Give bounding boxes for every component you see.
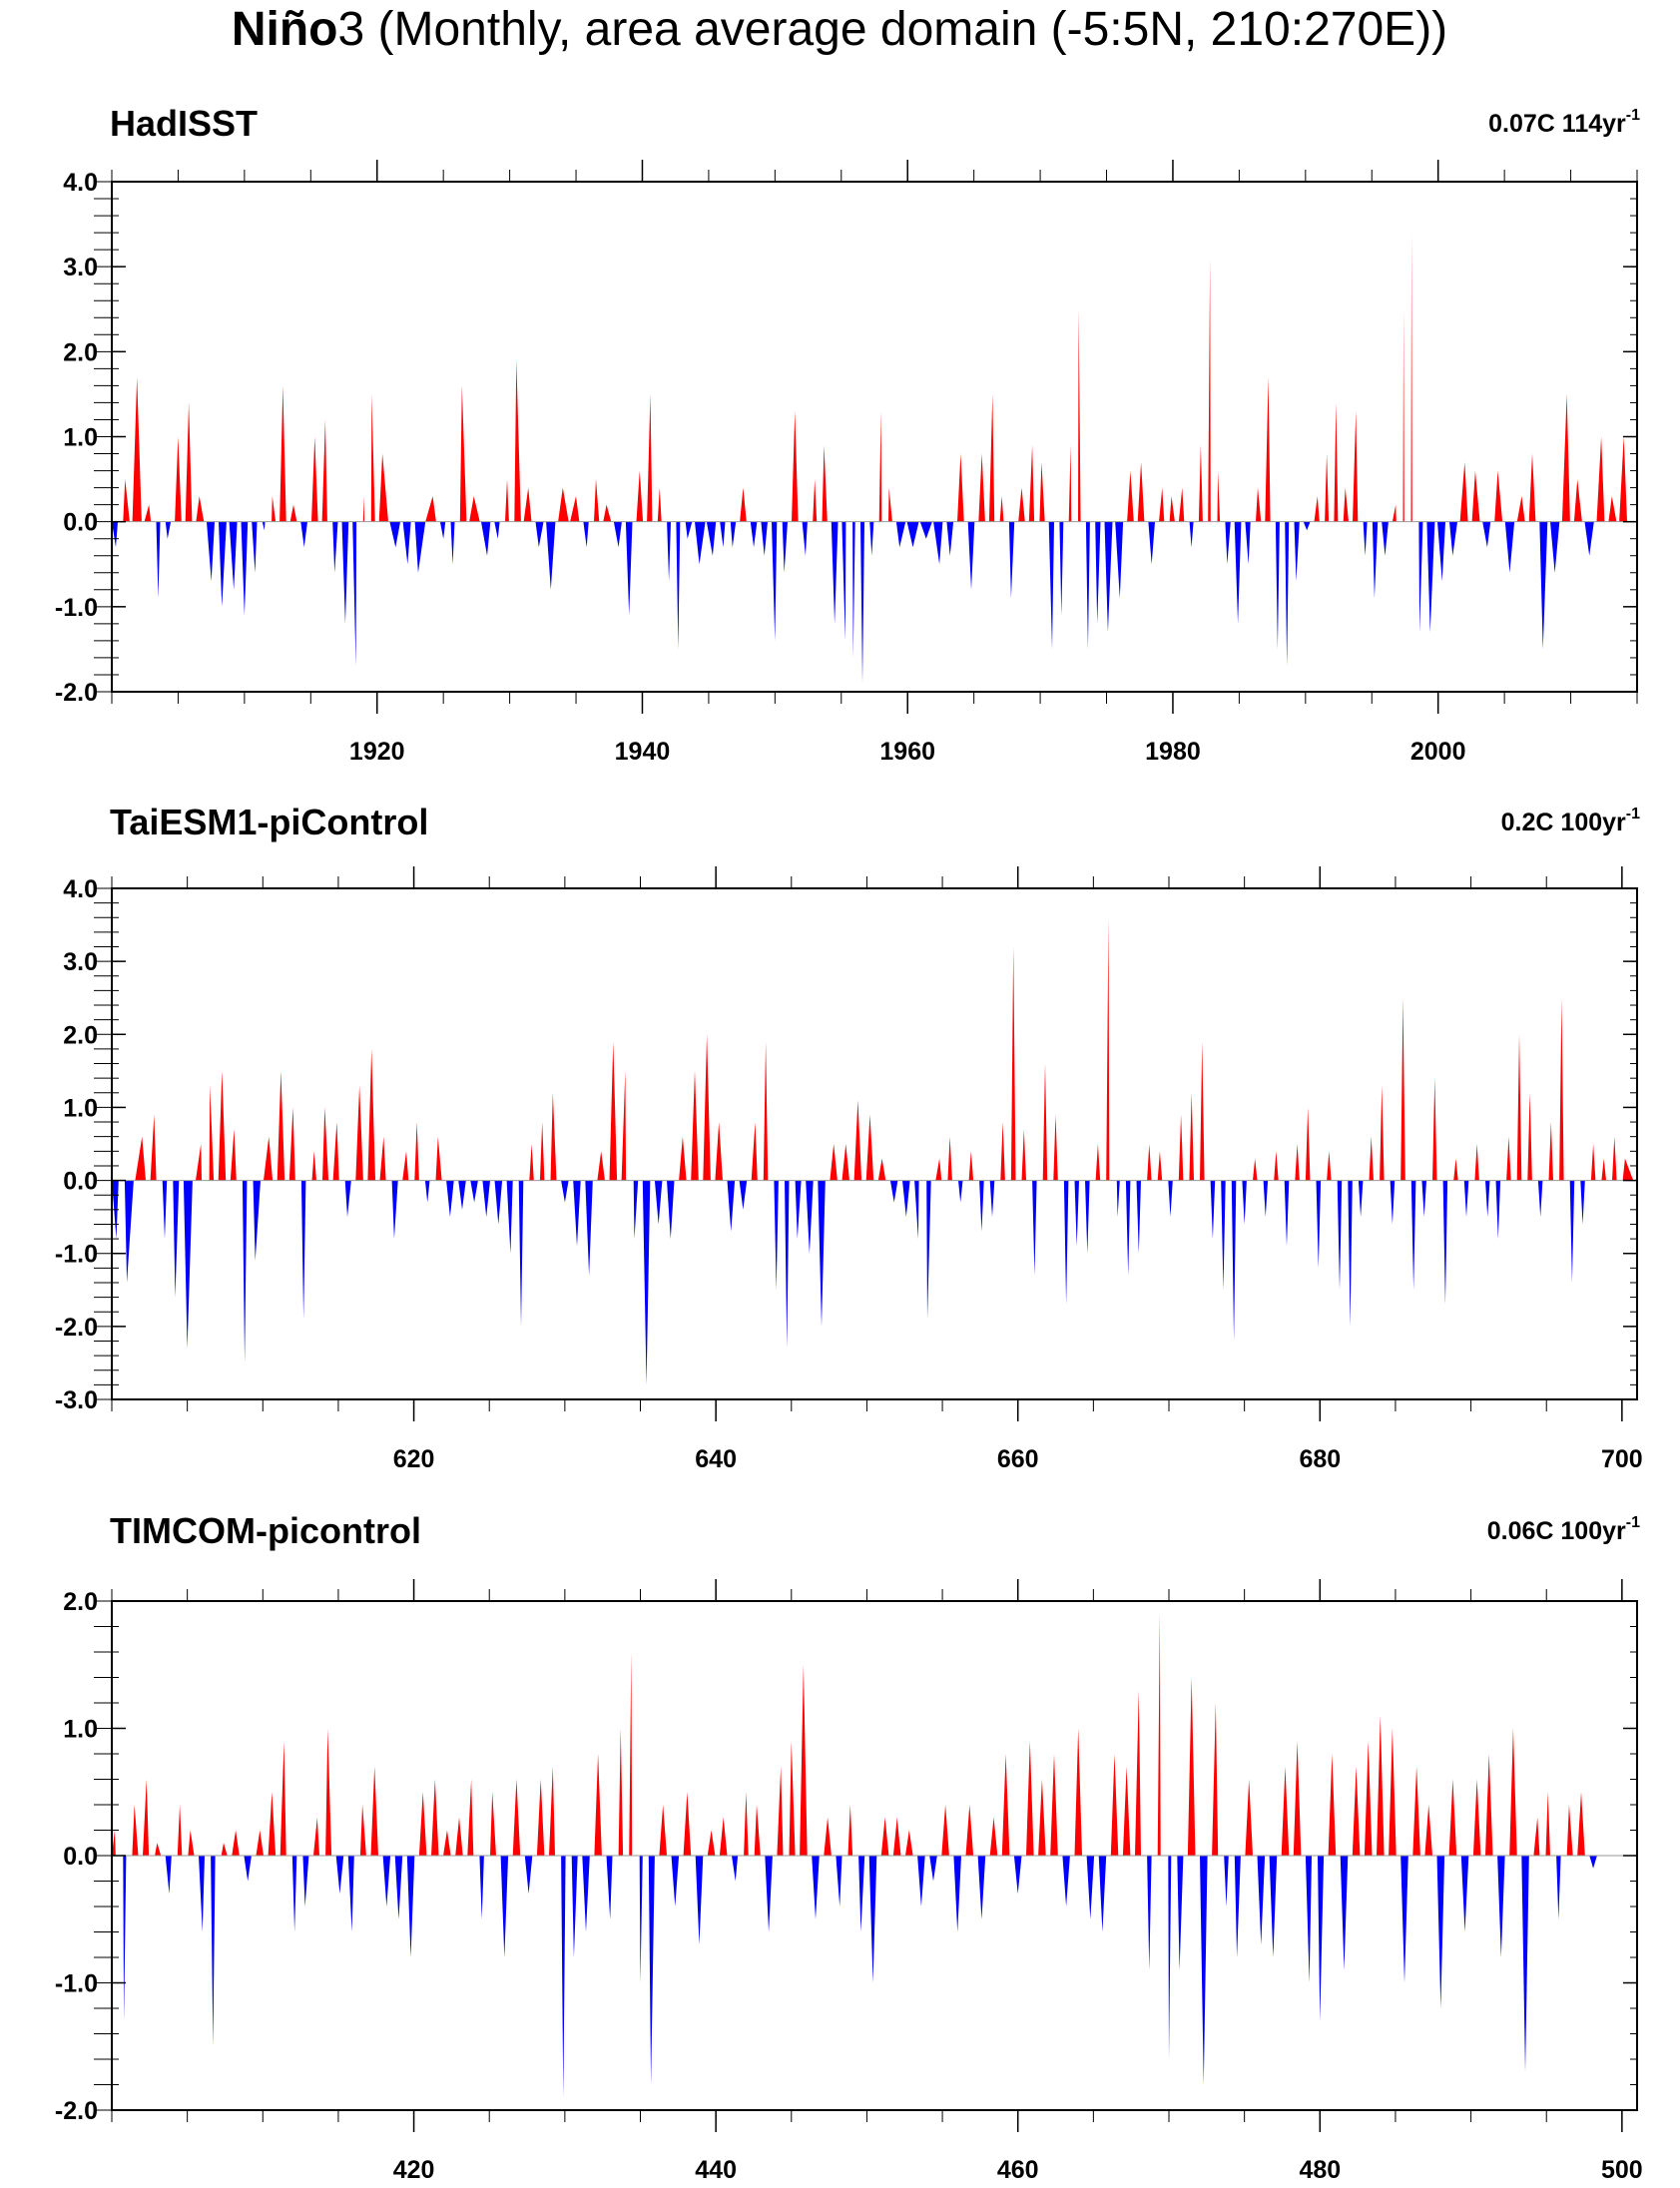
x-tick-label: 1920 xyxy=(349,738,405,766)
y-tick-label: -2.0 xyxy=(55,679,98,707)
y-tick-label: 3.0 xyxy=(63,948,98,976)
trend-value: 0.2C 100yr xyxy=(1501,809,1626,836)
y-tick-label: 4.0 xyxy=(63,169,98,197)
y-tick-label: 0.0 xyxy=(63,1168,98,1196)
y-tick-label: -1.0 xyxy=(55,594,98,622)
x-tick-label: 2000 xyxy=(1410,738,1466,766)
figure-title: Niño3 (Monthly, area average domain (-5:… xyxy=(232,3,1447,56)
x-tick-label: 640 xyxy=(695,1445,737,1473)
negative-anomaly-area xyxy=(112,1180,1637,1385)
y-tick-label: -1.0 xyxy=(55,1241,98,1269)
trend-superscript: -1 xyxy=(1626,1514,1640,1531)
x-tick-label: 440 xyxy=(695,2156,737,2184)
y-tick-label: -1.0 xyxy=(55,1970,98,1998)
trend-label: 0.07C 114yr-1 xyxy=(1488,107,1640,138)
x-tick-label: 420 xyxy=(393,2156,435,2184)
y-tick-label: 2.0 xyxy=(63,1021,98,1049)
trend-label: 0.2C 100yr-1 xyxy=(1501,806,1640,836)
x-tick-label: 1980 xyxy=(1145,738,1201,766)
chart-panel-3: TIMCOM-picontrol 0.06C 100yr-1 -2.0 -1.0 0.0… xyxy=(55,1510,1643,2184)
panel-title: TaiESM1-piControl xyxy=(110,802,428,842)
x-tick-label: 1960 xyxy=(879,738,935,766)
plot-frame xyxy=(111,181,1638,693)
y-tick-label: -2.0 xyxy=(55,2097,98,2125)
chart-panel-2: TaiESM1-piControl 0.2C 100yr-1 -3.0 -2.0 -1.… xyxy=(55,802,1643,1473)
negative-anomaly-area xyxy=(112,521,1631,684)
chart-panel-1: HadISST 0.07C 114yr-1 -2.0 -1.0 0.0 1.0 2.0 3.0… xyxy=(55,103,1640,766)
trend-value: 0.06C 100yr xyxy=(1487,1517,1626,1545)
x-tick-label: 620 xyxy=(393,1445,435,1473)
x-tick-label: 500 xyxy=(1601,2156,1643,2184)
chart-panels: HadISST 0.07C 114yr-1-2.0-1.00.01.02.03.0… xyxy=(55,103,1643,2184)
trend-superscript: -1 xyxy=(1626,107,1640,124)
x-tick-label: 460 xyxy=(997,2156,1039,2184)
trend-value: 0.07C 114yr xyxy=(1488,110,1626,138)
figure-title-rest: 3 (Monthly, area average domain (-5:5N, … xyxy=(337,3,1447,56)
x-tick-label: 480 xyxy=(1299,2156,1341,2184)
y-tick-label: 1.0 xyxy=(63,1716,98,1744)
y-tick-label: 0.0 xyxy=(63,1843,98,1871)
y-tick-label: 2.0 xyxy=(63,338,98,366)
x-tick-label: 700 xyxy=(1601,1445,1643,1473)
y-tick-label: 4.0 xyxy=(63,875,98,903)
trend-superscript: -1 xyxy=(1626,806,1640,822)
panel-title: HadISST xyxy=(110,103,258,144)
negative-anomaly-area xyxy=(112,1856,1602,2098)
x-tick-label: 680 xyxy=(1299,1445,1341,1473)
positive-anomaly-area xyxy=(112,233,1631,522)
positive-anomaly-area xyxy=(112,1613,1602,1856)
trend-label: 0.06C 100yr-1 xyxy=(1487,1514,1640,1545)
plot-frame xyxy=(111,887,1638,1400)
y-tick-label: 1.0 xyxy=(63,424,98,452)
x-tick-label: 660 xyxy=(997,1445,1039,1473)
y-tick-label: -2.0 xyxy=(55,1314,98,1342)
y-tick-label: 3.0 xyxy=(63,254,98,281)
figure-title-bold: Niño xyxy=(232,3,338,56)
y-tick-label: -3.0 xyxy=(55,1386,98,1414)
panel-title: TIMCOM-picontrol xyxy=(110,1510,421,1551)
x-tick-label: 1940 xyxy=(615,738,671,766)
y-tick-label: 2.0 xyxy=(63,1588,98,1616)
y-tick-label: 1.0 xyxy=(63,1094,98,1122)
y-tick-label: 0.0 xyxy=(63,509,98,537)
positive-anomaly-area xyxy=(112,917,1637,1181)
